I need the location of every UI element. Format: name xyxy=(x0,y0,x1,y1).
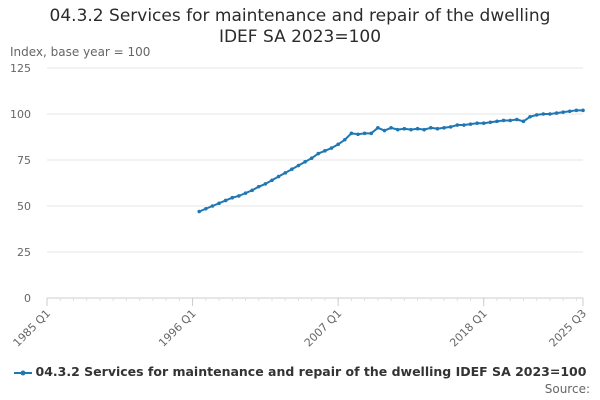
data-point xyxy=(442,126,446,130)
data-point xyxy=(508,118,513,123)
y-tick-label: 75 xyxy=(17,154,31,167)
y-axis-label: Index, base year = 100 xyxy=(10,45,151,59)
y-tick-label: 50 xyxy=(17,200,31,213)
x-tick-label: 2007 Q1 xyxy=(302,307,345,350)
series-line xyxy=(198,109,583,213)
data-point xyxy=(243,191,248,195)
x-tick-label: 1996 Q1 xyxy=(156,307,199,350)
data-point xyxy=(581,108,585,113)
data-point xyxy=(362,131,367,136)
data-point xyxy=(256,184,261,189)
data-point xyxy=(515,117,519,122)
legend-label: 04.3.2 Services for maintenance and repa… xyxy=(35,364,587,379)
data-point xyxy=(270,178,274,183)
data-point xyxy=(528,114,532,119)
data-point xyxy=(455,123,460,127)
data-point xyxy=(567,109,572,114)
data-point xyxy=(309,156,314,160)
y-tick-label: 25 xyxy=(17,246,31,259)
data-point xyxy=(210,204,215,208)
data-point xyxy=(475,121,479,125)
data-point xyxy=(204,206,208,211)
data-point xyxy=(429,126,433,130)
data-point xyxy=(316,151,321,156)
data-point xyxy=(342,137,347,142)
data-point xyxy=(462,123,466,127)
chart-title: 04.3.2 Services for maintenance and repa… xyxy=(0,6,600,48)
data-point xyxy=(382,128,387,133)
y-tick-label: 0 xyxy=(24,292,31,305)
data-point xyxy=(356,132,360,137)
data-point xyxy=(223,198,228,203)
legend-swatch xyxy=(13,370,32,375)
chart-title-line2: IDEF SA 2023=100 xyxy=(218,27,382,47)
data-point xyxy=(376,126,380,130)
data-point xyxy=(296,163,301,168)
data-point xyxy=(534,113,539,117)
data-point xyxy=(541,112,546,116)
data-point xyxy=(336,142,340,147)
data-point xyxy=(402,126,407,131)
x-tick-label: 2018 Q1 xyxy=(447,307,490,350)
data-point xyxy=(389,126,393,130)
data-point xyxy=(349,131,354,136)
x-tick-label: 2025 Q3 xyxy=(547,307,590,350)
x-tick-label: 1985 Q1 xyxy=(11,307,54,350)
data-point xyxy=(230,195,235,200)
data-point xyxy=(409,127,413,132)
data-point xyxy=(415,126,420,131)
data-point xyxy=(574,108,579,113)
data-point xyxy=(521,119,526,124)
y-tick-label: 100 xyxy=(10,108,31,121)
data-point xyxy=(468,122,473,126)
data-point xyxy=(303,160,307,164)
source-label: Source: xyxy=(544,382,590,396)
data-point xyxy=(369,131,374,136)
data-point xyxy=(395,127,400,132)
data-point xyxy=(481,121,486,125)
data-point xyxy=(276,174,281,179)
data-point xyxy=(237,194,241,198)
data-point xyxy=(263,182,268,186)
data-point xyxy=(250,188,254,193)
chart-title-line1: 04.3.2 Services for maintenance and repa… xyxy=(49,6,551,26)
legend[interactable]: 04.3.2 Services for maintenance and repa… xyxy=(0,364,600,379)
data-point xyxy=(554,111,559,115)
data-point xyxy=(217,201,221,206)
data-point xyxy=(422,127,426,132)
data-point xyxy=(435,126,440,131)
data-point xyxy=(548,112,552,116)
data-point xyxy=(283,171,288,175)
data-point xyxy=(290,167,294,171)
data-point xyxy=(197,209,201,214)
data-point xyxy=(323,149,327,153)
data-point xyxy=(448,125,453,129)
y-tick-label: 125 xyxy=(10,62,31,75)
data-point xyxy=(501,118,506,123)
data-point xyxy=(488,120,493,125)
data-point xyxy=(495,119,499,124)
data-point xyxy=(329,146,334,150)
data-point xyxy=(561,110,565,114)
